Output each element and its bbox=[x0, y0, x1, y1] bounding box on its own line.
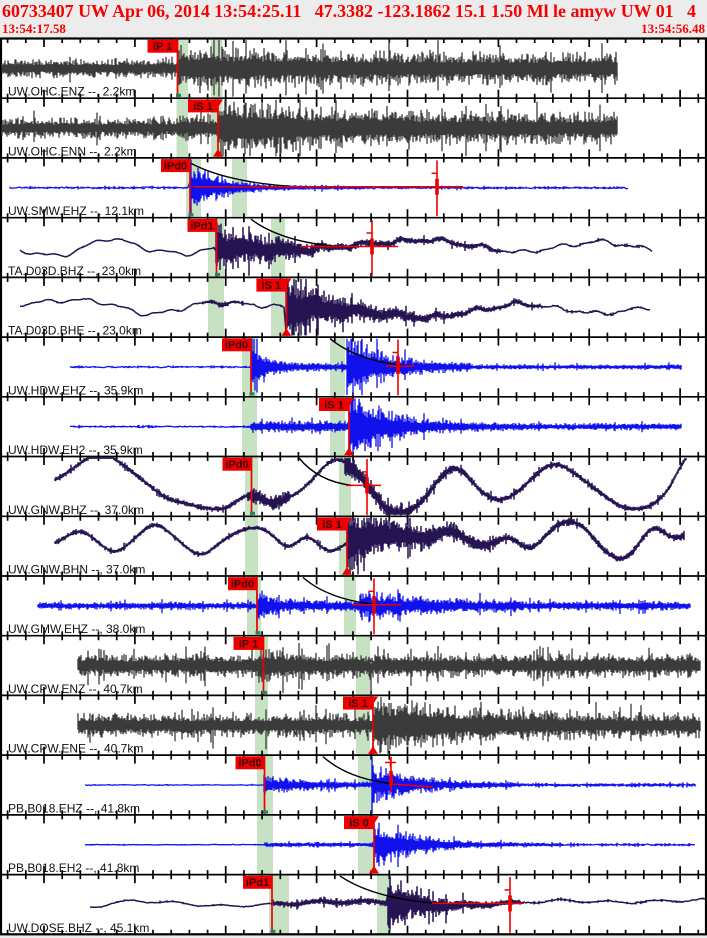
svg-text:UW.HDW.EH2 --, 35.9km: UW.HDW.EH2 --, 35.9km bbox=[8, 443, 143, 457]
svg-text:iS 1: iS 1 bbox=[324, 399, 344, 411]
svg-text:UW.GNW.BHN --, 37.0km: UW.GNW.BHN --, 37.0km bbox=[8, 563, 145, 577]
svg-text:TA.D03D.BHZ --, 23.0km: TA.D03D.BHZ --, 23.0km bbox=[8, 264, 141, 278]
svg-text:UW.GNW.BHZ --, 37.0km: UW.GNW.BHZ --, 37.0km bbox=[8, 503, 144, 517]
svg-text:iP 1: iP 1 bbox=[153, 41, 172, 53]
svg-text:iS 1: iS 1 bbox=[262, 280, 282, 292]
svg-text:60733407 UW Apr 06, 2014 13:54: 60733407 UW Apr 06, 2014 13:54:25.11 47.… bbox=[2, 1, 696, 21]
svg-text:iPd0: iPd0 bbox=[231, 579, 254, 591]
svg-text:UW.GMW.EHZ --, 38.0km: UW.GMW.EHZ --, 38.0km bbox=[8, 622, 145, 636]
svg-text:UW.DOSE.BHZ --, 45.1km: UW.DOSE.BHZ --, 45.1km bbox=[8, 921, 149, 935]
svg-text:iS 1: iS 1 bbox=[322, 519, 342, 531]
svg-text:13:54:17.58: 13:54:17.58 bbox=[2, 21, 66, 36]
svg-text:iS 1: iS 1 bbox=[193, 101, 213, 113]
svg-text:PB.B018.EHZ --, 41.8km: PB.B018.EHZ --, 41.8km bbox=[8, 801, 140, 815]
svg-text:UW.CPW.ENZ --, 40.7km: UW.CPW.ENZ --, 40.7km bbox=[8, 682, 143, 696]
svg-text:UW.OHC.ENN --, 2.2km: UW.OHC.ENN --, 2.2km bbox=[8, 144, 137, 158]
svg-text:iPd1: iPd1 bbox=[246, 877, 269, 889]
svg-text:UW.SMW.EHZ --, 12.1km: UW.SMW.EHZ --, 12.1km bbox=[8, 204, 144, 218]
svg-text:iPd0: iPd0 bbox=[238, 758, 261, 770]
svg-text:iS 0: iS 0 bbox=[349, 818, 369, 830]
svg-text:TA.D03D.BHE --, 23.0km: TA.D03D.BHE --, 23.0km bbox=[8, 324, 142, 338]
svg-text:UW.OHC.ENZ --, 2.2km: UW.OHC.ENZ --, 2.2km bbox=[8, 85, 135, 99]
svg-text:iP 1: iP 1 bbox=[239, 638, 258, 650]
svg-text:iPd0: iPd0 bbox=[164, 161, 187, 173]
svg-text:PB.B018.EH2 --, 41.8km: PB.B018.EH2 --, 41.8km bbox=[8, 861, 139, 875]
svg-text:iPd0: iPd0 bbox=[225, 340, 248, 352]
svg-text:iPd1: iPd1 bbox=[190, 220, 213, 232]
svg-text:13:54:56.48: 13:54:56.48 bbox=[641, 21, 705, 36]
svg-text:UW.HDW.EHZ --, 35.9km: UW.HDW.EHZ --, 35.9km bbox=[8, 383, 143, 397]
svg-text:iS 1: iS 1 bbox=[348, 698, 368, 710]
svg-text:iPd0: iPd0 bbox=[225, 459, 248, 471]
svg-text:UW.CPW.ENE --, 40.7km: UW.CPW.ENE --, 40.7km bbox=[8, 742, 143, 756]
